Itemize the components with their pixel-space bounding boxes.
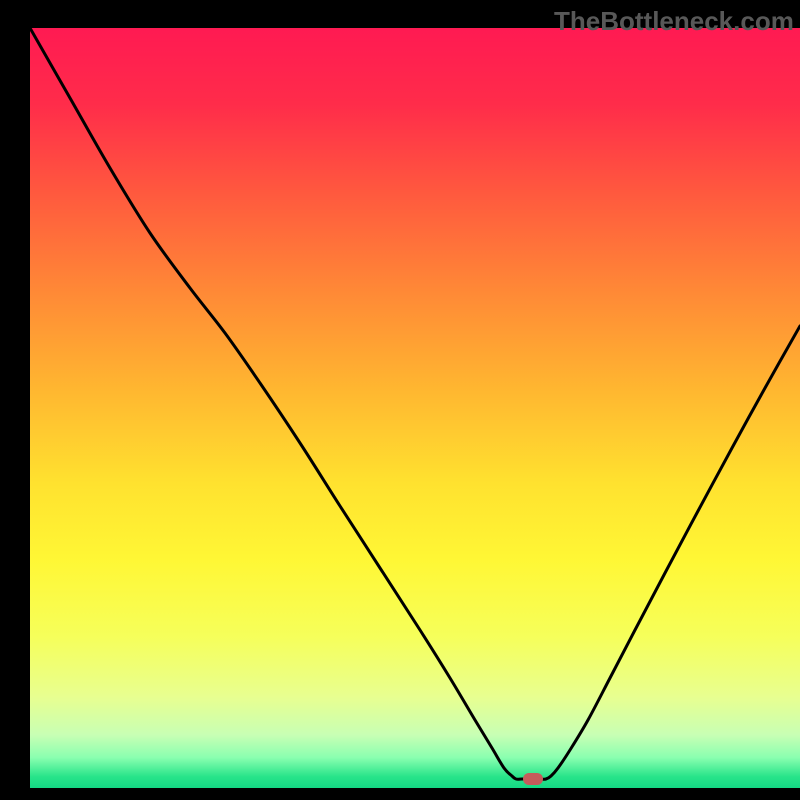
watermark-text: TheBottleneck.com xyxy=(554,6,794,37)
plot-area xyxy=(30,28,800,788)
gradient-background xyxy=(30,28,800,788)
optimum-marker xyxy=(523,773,543,785)
chart-frame: TheBottleneck.com xyxy=(0,0,800,800)
chart-svg xyxy=(30,28,800,788)
